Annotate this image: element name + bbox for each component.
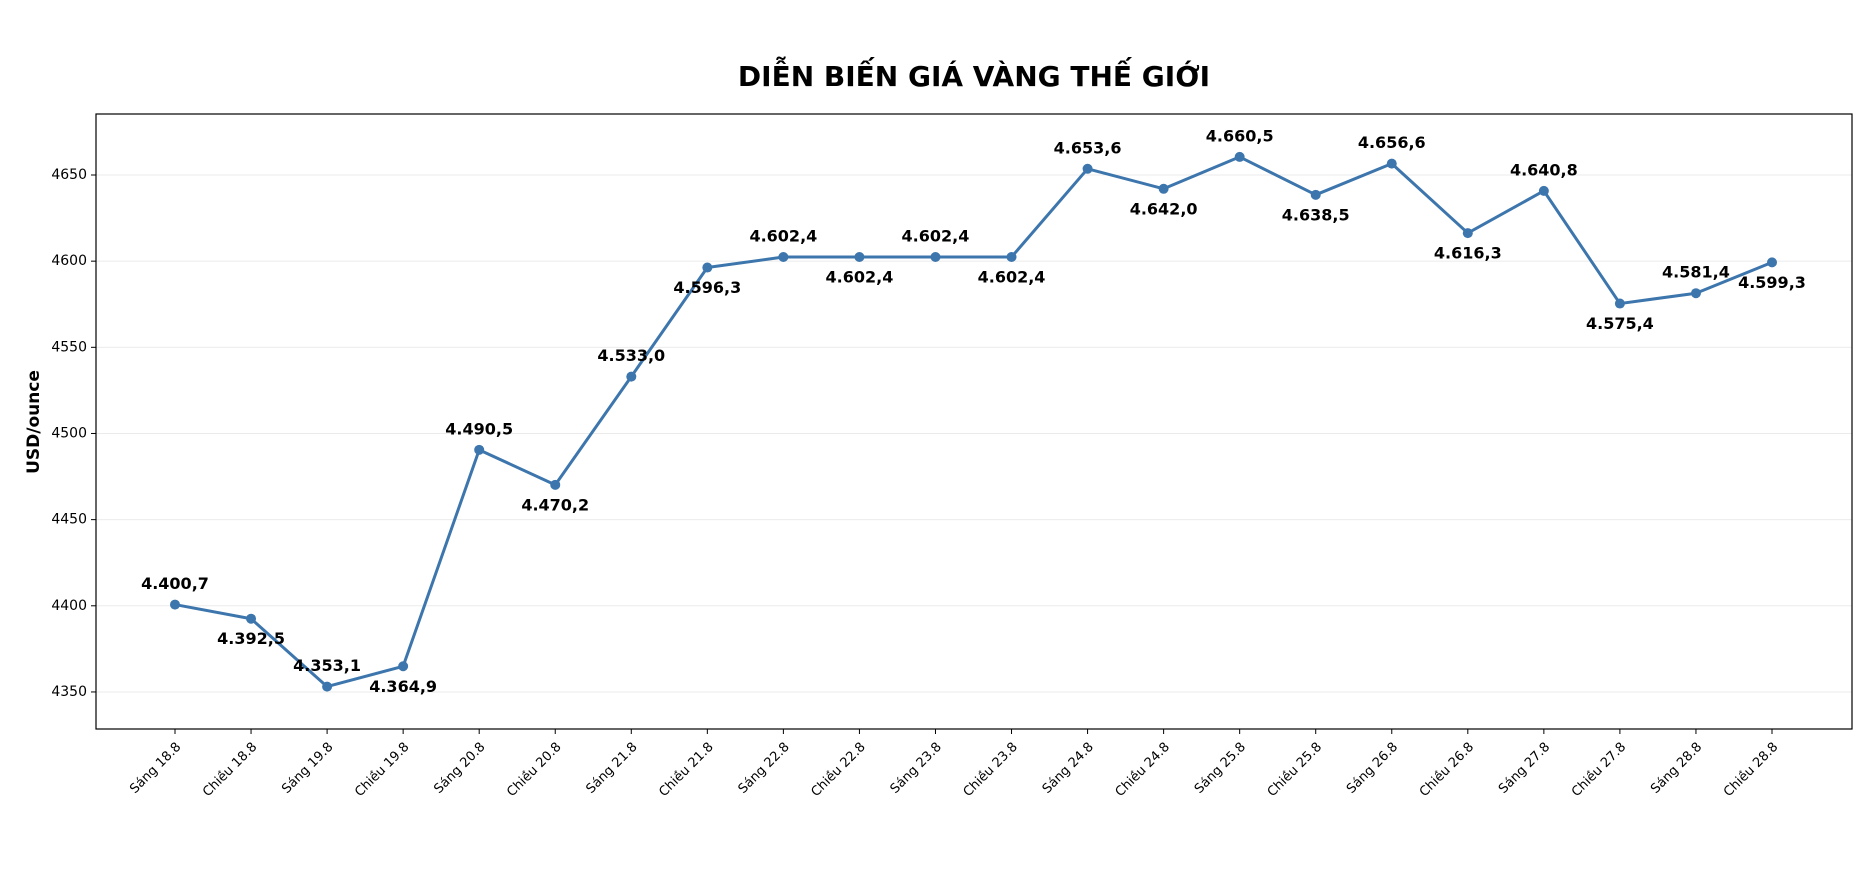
point [1767,257,1777,268]
point [550,479,561,490]
value-label: 4.533,0 [597,346,665,365]
value-label: 4.602,4 [826,268,894,287]
x-tick-label: Chiều 25.8 [1265,740,1325,800]
point [398,661,409,672]
x-tick-label: Chiều 21.8 [656,740,716,800]
point [854,252,865,263]
point [1158,183,1169,194]
point [1234,151,1245,162]
x-tick-label: Sáng 26.8 [1344,740,1401,797]
x-tick-label: Sáng 24.8 [1040,740,1097,797]
point [930,252,941,263]
x-tick-label: Sáng 25.8 [1192,740,1249,797]
y-tick-label: 4400 [51,598,87,614]
x-tick-label: Sáng 21.8 [583,740,640,797]
value-label: 4.602,4 [902,227,970,246]
x-tick-label: Chiều 26.8 [1417,740,1477,800]
x-tick-label: Sáng 28.8 [1648,740,1705,797]
x-tick-label: Chiều 23.8 [961,740,1021,800]
x-tick-label: Chiều 24.8 [1113,740,1173,800]
y-axis-label: USD/ounce [24,370,44,474]
x-tick-label: Chiều 22.8 [808,740,868,800]
value-label: 4.653,6 [1054,138,1122,157]
point [1690,288,1701,299]
x-tick-label: Chiều 27.8 [1569,740,1629,800]
value-label: 4.642,0 [1130,199,1198,218]
y-tick-label: 4600 [51,253,87,269]
chart-title: DIỄN BIẾN GIÁ VÀNG THẾ GIỚI [738,55,1210,93]
y-tick-label: 4450 [51,512,87,528]
point [702,262,713,273]
x-tick-label: Chiều 28.8 [1721,740,1781,800]
value-label: 4.656,6 [1358,133,1426,152]
x-tick-label: Chiều 20.8 [504,740,564,800]
value-label: 4.364,9 [369,677,437,696]
point [474,444,485,455]
value-label: 4.575,4 [1586,314,1654,333]
value-label: 4.392,5 [217,629,285,648]
x-tick-label: Sáng 18.8 [127,740,184,797]
x-tick-label: Sáng 22.8 [736,740,793,797]
value-label: 4.353,1 [293,656,361,675]
value-label: 4.596,3 [673,278,741,297]
x-tick-label: Sáng 20.8 [431,740,488,797]
x-tick-label: Sáng 27.8 [1496,740,1553,797]
point [170,599,180,610]
point [1462,228,1473,239]
y-tick-label: 4350 [51,684,87,700]
value-label: 4.602,4 [749,227,817,246]
point [1614,298,1625,309]
y-tick-label: 4550 [51,339,87,355]
point [246,613,257,624]
value-label: 4.640,8 [1510,160,1578,179]
point [778,252,789,263]
value-label: 4.660,5 [1206,126,1274,145]
value-label: 4.581,4 [1662,263,1730,282]
point [1006,252,1017,263]
x-tick-label: Chiều 18.8 [200,740,260,800]
value-label: 4.400,7 [141,574,209,593]
x-tick-label: Sáng 23.8 [888,740,945,797]
point [1538,185,1549,196]
plot-frame [95,113,1853,730]
value-label: 4.470,2 [521,495,589,514]
x-tick-label: Sáng 19.8 [279,740,336,797]
point [1082,163,1093,174]
point [1386,158,1397,169]
point [1310,189,1321,200]
point [322,681,333,692]
value-label: 4.616,3 [1434,244,1502,263]
value-label: 4.599,3 [1738,273,1806,292]
value-label: 4.490,5 [445,419,513,438]
line [174,155,1773,689]
x-tick-label: Chiều 19.8 [352,740,412,800]
y-tick-label: 4500 [51,425,87,441]
point [626,371,637,382]
value-label: 4.638,5 [1282,205,1350,224]
value-label: 4.602,4 [978,268,1046,287]
y-tick-label: 4650 [51,167,87,183]
